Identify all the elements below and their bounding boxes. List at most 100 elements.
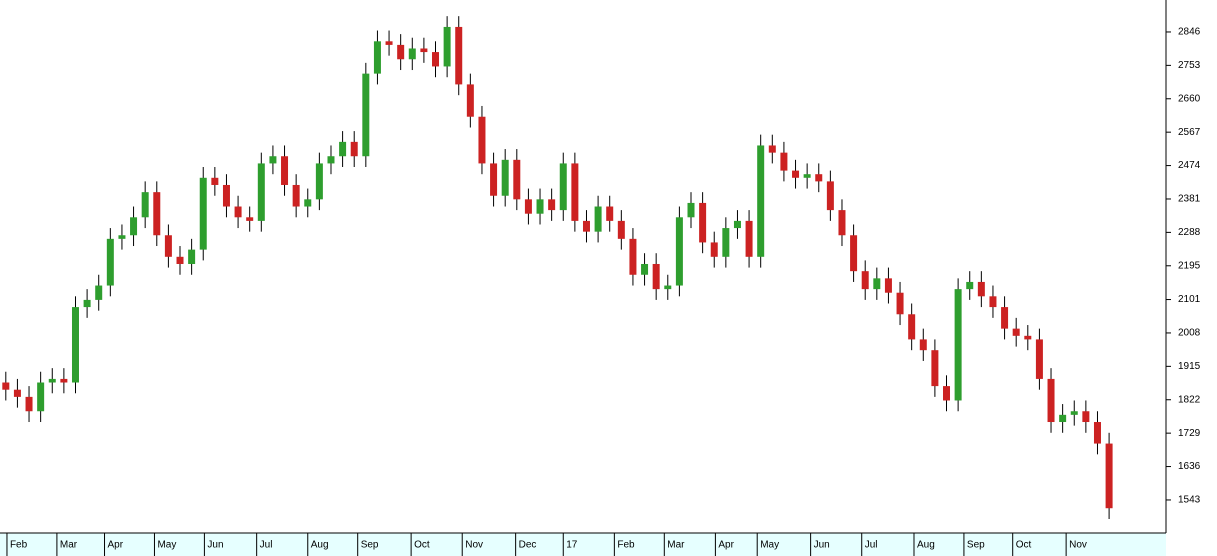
candle-body	[826, 181, 834, 211]
candle-body	[199, 177, 207, 250]
candle-body	[1035, 339, 1043, 379]
candle-body	[304, 199, 312, 207]
candle-body	[37, 382, 45, 412]
y-tick-label: 2195	[1178, 260, 1201, 271]
candle-body	[1070, 411, 1078, 415]
y-tick-label: 2660	[1178, 93, 1201, 104]
candle-body	[466, 84, 474, 117]
candle-body	[838, 210, 846, 236]
candle-body	[95, 285, 103, 300]
candle-body	[571, 163, 579, 221]
candle-body	[118, 235, 126, 239]
y-tick-label: 1729	[1178, 428, 1201, 439]
candle-body	[513, 159, 521, 200]
candle-body	[780, 152, 788, 171]
x-tick-label: Aug	[917, 540, 935, 551]
candle-body	[733, 220, 741, 229]
y-tick-label: 2008	[1178, 328, 1201, 339]
candle-body	[1001, 307, 1009, 329]
candle-body	[106, 238, 114, 286]
candle-body	[652, 263, 660, 290]
candle-body	[641, 263, 649, 275]
candle-body	[373, 41, 381, 74]
candle-body	[954, 289, 962, 401]
candle-body	[246, 217, 254, 221]
candle-body	[977, 281, 985, 297]
candle-body	[362, 73, 370, 157]
x-tick-label: Apr	[718, 540, 734, 551]
candle-body	[792, 170, 800, 178]
candle-body	[815, 174, 823, 182]
candle-body	[71, 307, 79, 383]
candle-body	[153, 192, 161, 236]
x-tick-label: Mar	[667, 540, 685, 551]
x-tick-label: Jul	[865, 540, 878, 551]
candle-body	[176, 256, 184, 264]
candle-body	[1024, 335, 1032, 340]
y-tick-label: 1822	[1178, 394, 1201, 405]
candle-body	[1012, 328, 1020, 336]
candle-body	[548, 199, 556, 211]
candle-body	[339, 141, 347, 157]
x-tick-label: Apr	[108, 540, 124, 551]
candle-body	[664, 285, 672, 290]
x-tick-label: Nov	[1069, 540, 1087, 551]
candle-body	[710, 242, 718, 257]
x-tick-label: May	[157, 540, 176, 551]
y-tick-label: 2753	[1178, 60, 1201, 71]
candle-body	[1059, 414, 1067, 423]
x-tick-label: May	[760, 540, 779, 551]
y-tick-label: 1543	[1178, 495, 1201, 506]
candle-body	[989, 296, 997, 308]
candle-body	[896, 292, 904, 315]
y-tick-label: 1636	[1178, 461, 1201, 472]
candle-body	[884, 278, 892, 293]
candle-body	[397, 44, 405, 60]
candle-body	[629, 238, 637, 275]
candle-body	[60, 378, 68, 383]
candle-body	[327, 156, 335, 164]
candle-body	[269, 156, 277, 164]
candle-body	[1105, 443, 1113, 509]
candle-body	[222, 184, 230, 207]
candle-body	[943, 386, 951, 401]
candle-body	[257, 163, 265, 221]
y-tick-label: 2474	[1178, 160, 1201, 171]
x-tick-label: Dec	[519, 540, 537, 551]
candle-body	[1093, 422, 1101, 444]
candle-body	[873, 278, 881, 290]
y-tick-label: 1915	[1178, 361, 1201, 372]
candle-body	[687, 202, 695, 218]
candle-body	[931, 350, 939, 387]
candle-body	[83, 299, 91, 308]
candle-body	[699, 202, 707, 243]
candle-body	[350, 141, 358, 157]
x-tick-label: Aug	[311, 540, 329, 551]
candle-body	[919, 339, 927, 351]
candle-body	[48, 378, 56, 383]
candle-body	[536, 199, 544, 214]
x-tick-label: Sep	[361, 540, 379, 551]
candle-body	[594, 206, 602, 232]
candle-body	[455, 26, 463, 85]
candle-body	[385, 41, 393, 45]
x-axis-strip	[0, 533, 1166, 556]
candle-body	[745, 220, 753, 257]
y-tick-label: 2567	[1178, 127, 1201, 138]
candle-body	[25, 396, 33, 412]
candle-body	[861, 271, 869, 290]
candle-body	[617, 220, 625, 239]
candle-body	[130, 217, 138, 236]
candle-body	[966, 281, 974, 290]
candle-body	[850, 235, 858, 272]
y-tick-label: 2288	[1178, 227, 1201, 238]
candle-body	[443, 26, 451, 67]
candle-body	[432, 52, 440, 67]
candle-body	[803, 174, 811, 178]
candle-body	[757, 145, 765, 257]
x-tick-label: Sep	[967, 540, 985, 551]
candle-body	[1082, 411, 1090, 423]
candle-body	[501, 159, 509, 196]
